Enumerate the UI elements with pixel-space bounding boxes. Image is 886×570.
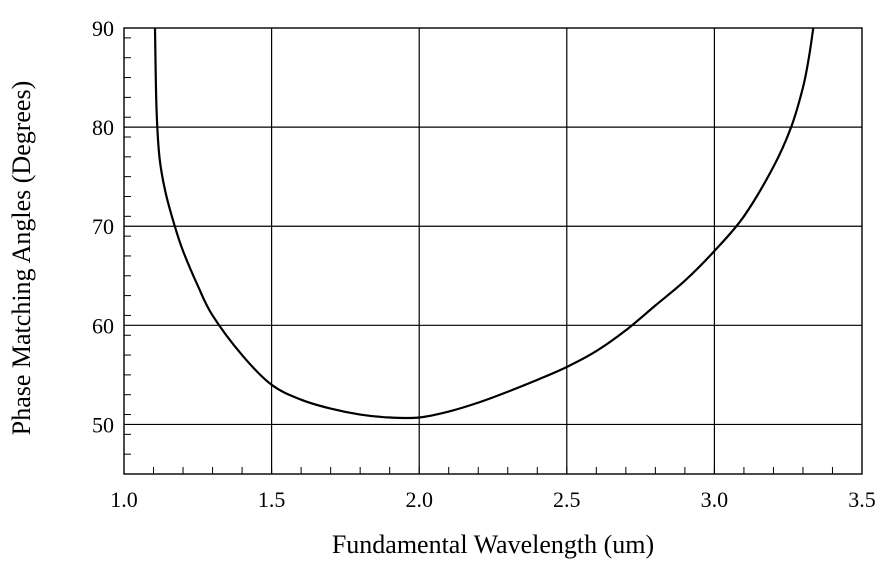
y-axis-title: Phase Matching Angles (Degrees) [7,81,36,436]
y-tick-label: 50 [92,412,114,437]
grid-lines [124,28,862,474]
series-line [153,27,815,420]
x-tick-label: 3.5 [848,487,876,512]
y-tick-label: 80 [92,115,114,140]
series-group [153,27,815,420]
x-tick-label: 3.0 [701,487,729,512]
minor-ticks [124,37,833,474]
y-tick-labels: 50 60 70 80 90 [92,16,114,437]
x-tick-label: 1.0 [110,487,138,512]
y-tick-label: 60 [92,313,114,338]
y-tick-label: 90 [92,16,114,41]
x-tick-label: 2.5 [553,487,581,512]
plot-area [123,27,863,475]
x-tick-label: 1.5 [258,487,286,512]
x-axis-title: Fundamental Wavelength (um) [332,530,654,559]
x-tick-label: 2.0 [405,487,433,512]
x-tick-labels: 1.0 1.5 2.0 2.5 3.0 3.5 [110,487,876,512]
y-tick-label: 70 [92,214,114,239]
